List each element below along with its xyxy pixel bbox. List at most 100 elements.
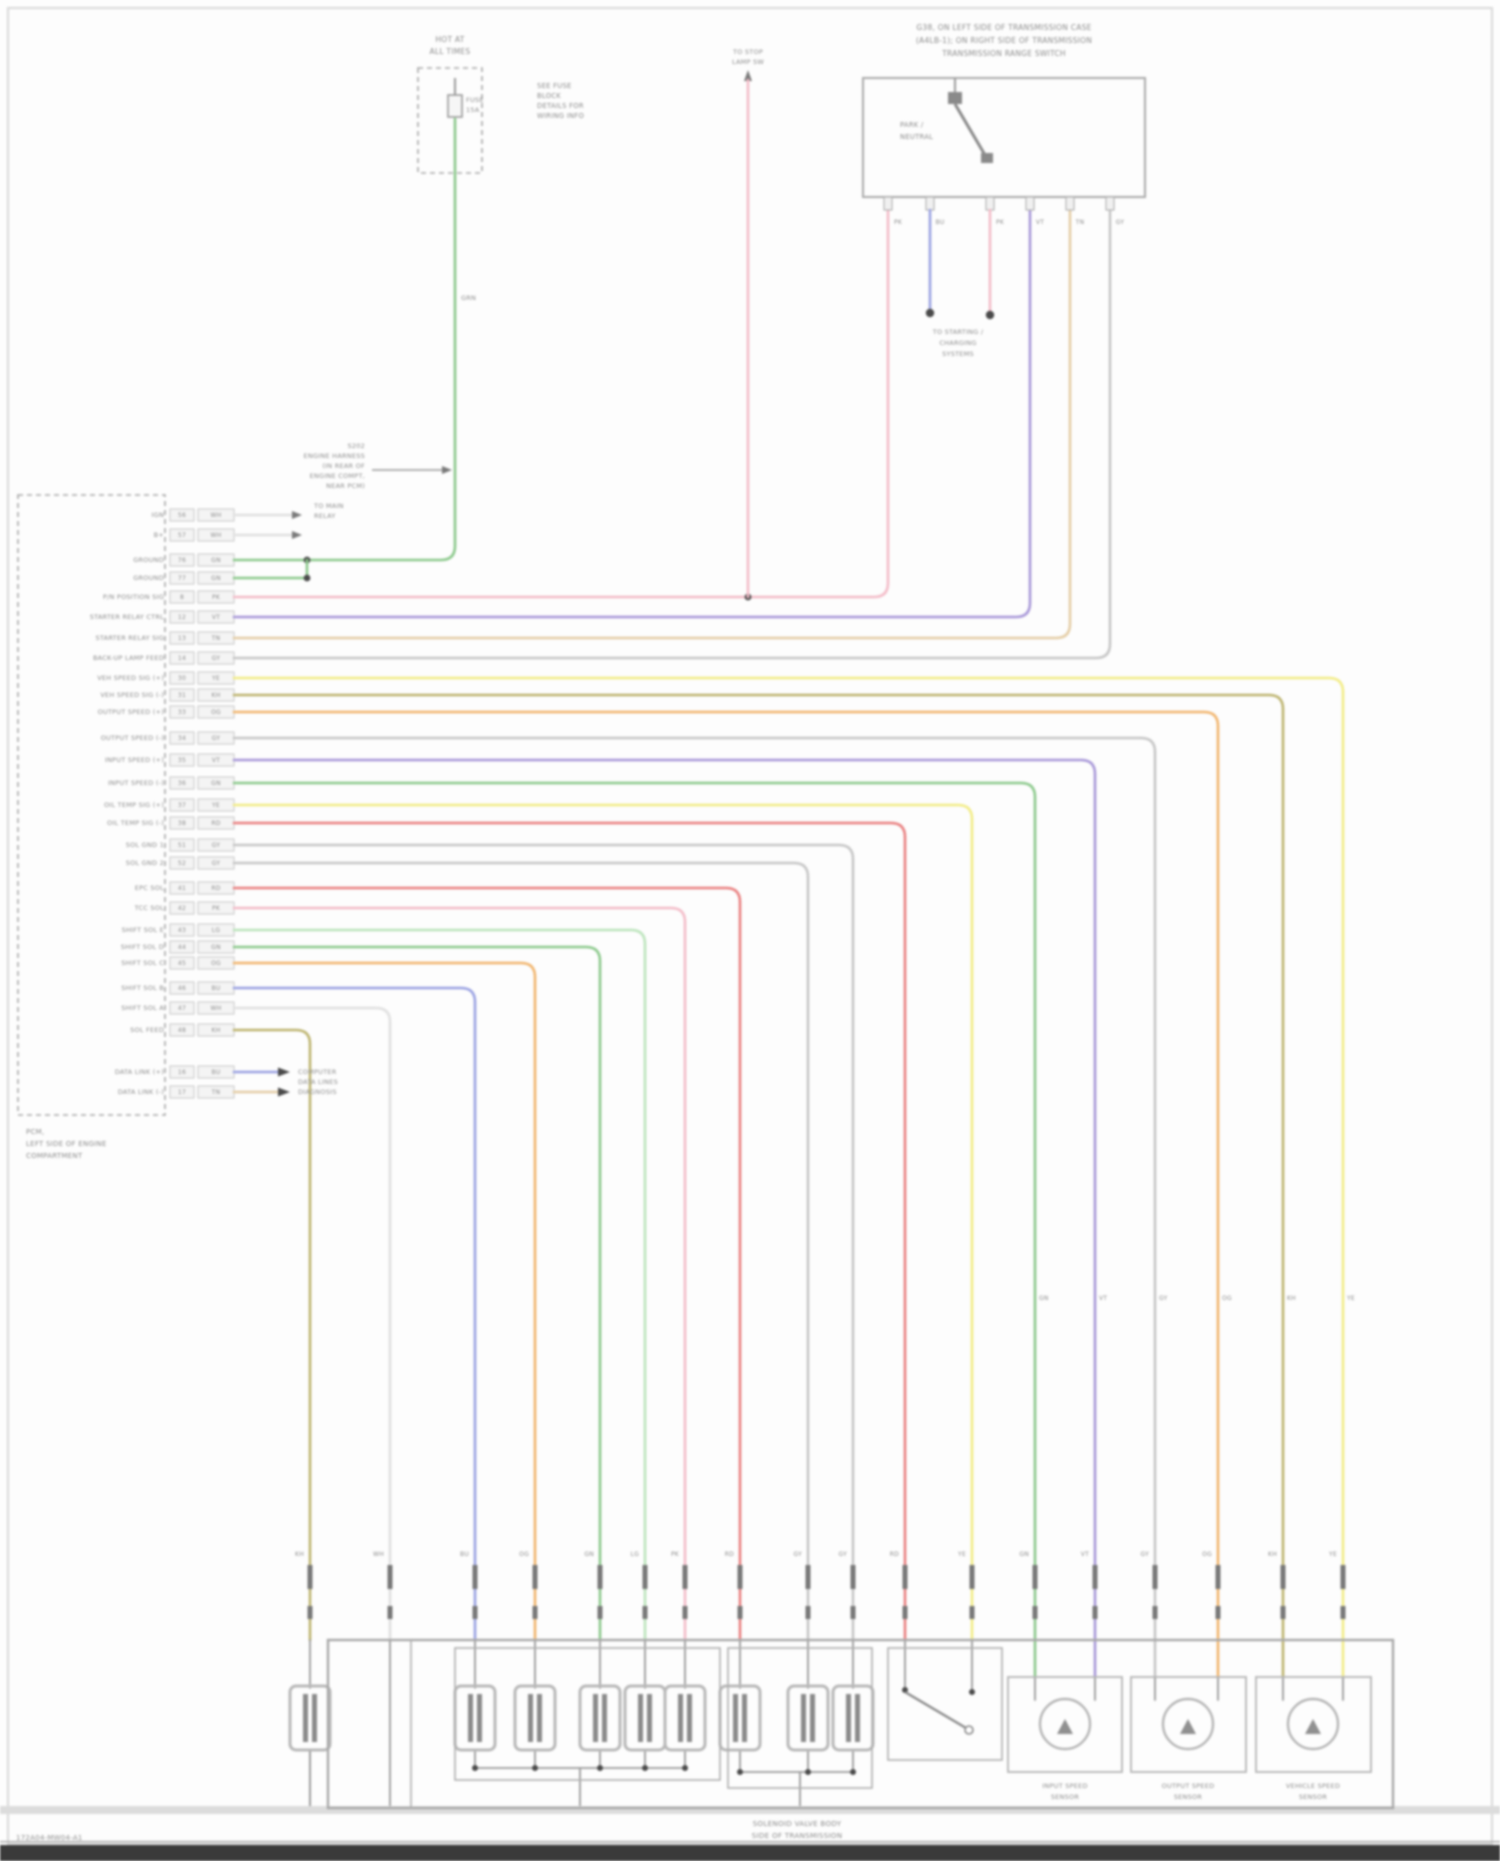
sensor-label: VEHICLE SPEED: [1286, 1782, 1340, 1790]
pcm-pin-number: 35: [178, 757, 186, 764]
pcm-pin-number: 77: [178, 575, 186, 582]
wire: [232, 1028, 312, 1642]
wire-code-label: OG: [519, 1551, 529, 1558]
wire-code-label: GY: [838, 1551, 847, 1558]
ref-label: DATA LINES: [298, 1078, 338, 1086]
sensor-label: OUTPUT SPEED: [1162, 1782, 1215, 1790]
connector-pin: [737, 1565, 743, 1589]
wire-code: RD: [211, 820, 220, 827]
pcm-pin-number: 37: [178, 802, 186, 809]
pcm-pin-number: 57: [178, 532, 186, 539]
pcm-pin-number: 41: [178, 885, 186, 892]
fuse-side-note: SEE FUSE: [537, 82, 572, 90]
pcm-pin-label: OUTPUT SPEED (-): [101, 734, 164, 742]
ref-label: TO MAIN: [313, 502, 344, 510]
solenoid-coil-icon: [742, 1694, 747, 1742]
pcm-pin-label: GROUND: [133, 556, 164, 564]
pcm-pin-label: OUTPUT SPEED (+): [98, 708, 164, 716]
wire: [232, 945, 602, 1642]
pcm-pin-box: [169, 956, 195, 970]
wire-code: GY: [212, 735, 221, 742]
pcm-pin-label: VEH SPEED SIG (-): [100, 691, 164, 699]
wire-code: TN: [211, 1089, 221, 1096]
solenoid-coil-icon: [312, 1694, 317, 1742]
page-frame: [7, 7, 1493, 1845]
pcm-pin-box: [169, 753, 195, 767]
pcm-pin-box: [169, 528, 195, 542]
solenoid-coil-icon: [855, 1694, 860, 1742]
connector-pin: [1152, 1606, 1158, 1619]
wire-code: OG: [211, 709, 221, 716]
connector-pin: [1032, 1606, 1038, 1619]
wire: [232, 906, 687, 1642]
pcm-pin-box: [169, 731, 195, 745]
arrow-right-icon: [442, 466, 452, 474]
connector-pin: [969, 1565, 975, 1589]
splice-dot: [597, 1765, 603, 1771]
connector-pin: [985, 196, 995, 211]
splice-dot: [805, 1769, 811, 1775]
connector-pin: [532, 1606, 538, 1619]
splice-dot: [925, 308, 935, 318]
wire-code-label: TN: [1075, 219, 1085, 226]
pcm-pin-number: 13: [178, 635, 186, 642]
pcm-pin-label: INPUT SPEED (+): [105, 756, 164, 764]
ref-label: SYSTEMS: [942, 350, 974, 358]
wire: [232, 928, 647, 1642]
wire-code-label: PK: [894, 219, 903, 226]
pcm-pin-box: [169, 705, 195, 719]
splice-note-line: ENGINE HARNESS: [303, 452, 365, 460]
ref-label: DIAGNOSIS: [298, 1088, 337, 1096]
splice-note: S202 ENGINE HARNESS (IN REAR OF ENGINE C…: [303, 442, 452, 490]
splice-note-line: (IN REAR OF: [322, 462, 365, 470]
speed-sensor-symbol: [1130, 1676, 1247, 1773]
fuse-side-note: BLOCK: [537, 92, 561, 100]
connector-pin: [682, 1606, 688, 1619]
wire: [232, 861, 810, 1642]
wire-code: LG: [212, 927, 221, 934]
pcm-pin-number: 36: [178, 780, 186, 787]
connector-pin: [532, 1565, 538, 1589]
pcm-pin-number: 76: [178, 557, 186, 564]
splice-dot: [969, 1689, 975, 1695]
pcm-pin-label: DATA LINK (-): [118, 1088, 164, 1096]
wire-code: GY: [212, 655, 221, 662]
solenoid-coil-icon: [810, 1694, 815, 1742]
pcm-pin-label: DATA LINK (+): [115, 1068, 164, 1076]
connector-pin: [737, 1606, 743, 1619]
connector-pin: [1025, 196, 1035, 211]
wire-code-label: GN: [1039, 1295, 1049, 1302]
switch-sub-box: [887, 1647, 1003, 1761]
solenoid-coil-icon: [528, 1694, 533, 1742]
pcm-pin-box: [169, 881, 195, 895]
wire-code: VT: [212, 614, 220, 621]
pcm-pin-number: 17: [178, 1089, 186, 1096]
wire-code-label: PK: [671, 1551, 680, 1558]
wire: [232, 117, 457, 562]
wire-code-label: RD: [890, 1551, 899, 1558]
wire-code-label: PK: [996, 219, 1005, 226]
pcm-pin-box: [169, 671, 195, 685]
pcm-pin-label: VEH SPEED SIG (+): [97, 674, 164, 682]
pcm-pin-number: 42: [178, 905, 186, 912]
wire-code: GN: [211, 944, 221, 951]
solenoid-coil-icon: [846, 1694, 851, 1742]
connector-pin: [472, 1565, 478, 1589]
connector-pin: [597, 1606, 603, 1619]
arrow-right-icon: [278, 1087, 290, 1097]
wire-code: GN: [211, 575, 221, 582]
connector-pin: [1152, 1565, 1158, 1589]
sensor-label: SENSOR: [1051, 1793, 1080, 1801]
connector-pin: [1092, 1565, 1098, 1589]
connector-pin: [387, 1565, 393, 1589]
pcm-pin-label: SHIFT SOL A: [121, 1004, 164, 1012]
assembly-label: SIDE OF TRANSMISSION: [752, 1831, 843, 1840]
pcm-label: PCM,: [26, 1128, 44, 1136]
splice-note-line: NEAR PCM): [326, 482, 365, 490]
wire-code: YE: [211, 675, 220, 682]
wire-code-label: YE: [957, 1551, 966, 1558]
pcm-pin-number: 56: [178, 512, 186, 519]
solenoid-coil-icon: [578, 1684, 622, 1752]
solenoid-coil-icon: [623, 1684, 667, 1752]
